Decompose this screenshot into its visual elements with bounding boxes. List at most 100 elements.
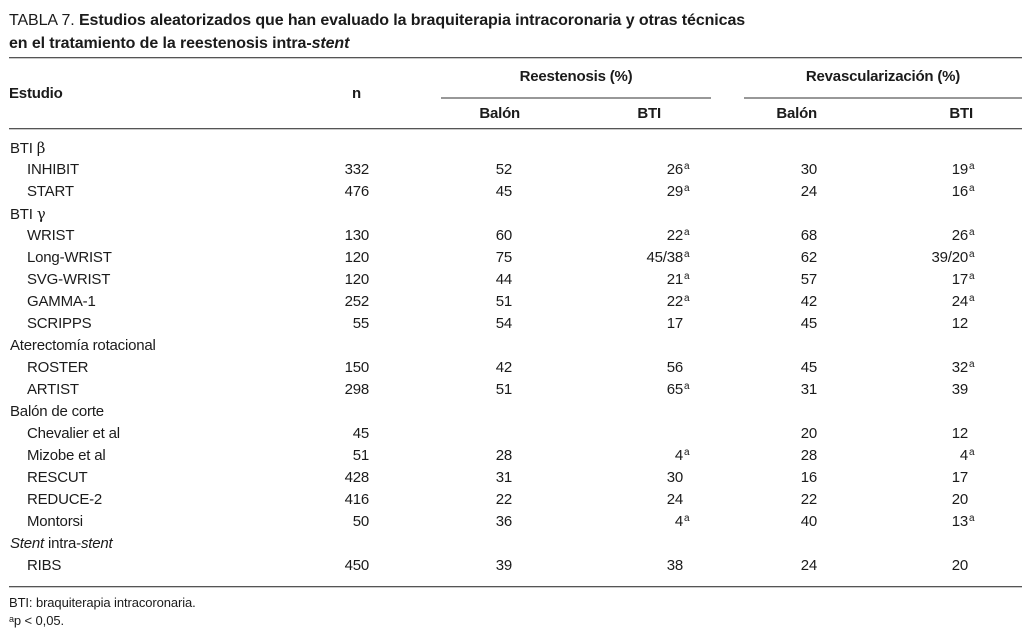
cell-reestenosis-bti: 22a — [666, 227, 690, 244]
cell-value: 17 — [951, 271, 969, 288]
cell-value: 57 — [800, 271, 818, 288]
cell-value: 150 — [344, 359, 370, 376]
cell-n: 298 — [301, 379, 379, 403]
table-title-line1: Estudios aleatorizados que han evaluado … — [78, 12, 746, 29]
cell-revascularizacion-bti: 4a — [959, 447, 975, 464]
cell-value: 298 — [344, 381, 370, 398]
cell-reestenosis-bti: 4a — [674, 513, 690, 530]
study-name-text: SCRIPPS — [27, 315, 92, 332]
study-name: ROSTER — [9, 357, 301, 381]
cell-value: 55 — [352, 315, 370, 332]
study-row: Montorsi 50 36 4a 40 13a — [9, 511, 1022, 533]
group-row: BTI γ — [9, 203, 1022, 225]
table-number: TABLA 7. — [9, 12, 75, 29]
cell-value: 44 — [495, 271, 513, 288]
study-name-text: REDUCE-2 — [27, 491, 103, 508]
cell-reestenosis-balon: 42 — [379, 357, 521, 381]
cell-reestenosis-bti — [521, 423, 691, 445]
cell-value: 62 — [800, 249, 818, 266]
cell-reestenosis-balon: 52 — [379, 159, 521, 183]
table-body: BTI β INHIBIT 332 52 26a 30 19a START 476 45 29a 24… — [9, 137, 1022, 577]
footnotes: BTI: braquiterapia intracoronaria. ap < … — [9, 594, 1022, 631]
top-divider — [9, 57, 1022, 58]
cell-value: 28 — [800, 447, 818, 464]
study-name-text: Long-WRIST — [27, 249, 112, 266]
study-name-text: START — [27, 183, 74, 200]
cell-value: 45 — [495, 183, 513, 200]
study-name: Long-WRIST — [9, 247, 301, 271]
cell-n: 51 — [301, 445, 379, 469]
group-label: Aterectomía rotacional — [9, 335, 976, 357]
cell-revascularizacion-balon: 68 — [691, 225, 825, 249]
group-label-part: Balón de corte — [10, 403, 104, 420]
cell-value: 40 — [800, 513, 818, 530]
cell-reestenosis-balon: 54 — [379, 313, 521, 335]
cell-reestenosis-balon: 31 — [379, 467, 521, 489]
cell-revascularizacion-balon: 30 — [691, 159, 825, 183]
study-name: SVG-WRIST — [9, 269, 301, 293]
cell-value: 252 — [344, 293, 370, 310]
cell-value: 51 — [495, 293, 513, 310]
cell-value: 24 — [800, 183, 818, 200]
cell-reestenosis-balon: 75 — [379, 247, 521, 271]
cell-n: 120 — [301, 269, 379, 293]
study-name: Montorsi — [9, 511, 301, 535]
cell-value: 22 — [495, 491, 513, 508]
cell-value: 45 — [800, 359, 818, 376]
group-row: Balón de corte — [9, 401, 1022, 423]
cell-value: 4 — [674, 513, 683, 530]
cell-value: 120 — [344, 249, 370, 266]
cell-value: 42 — [800, 293, 818, 310]
table-title-line2-italic: stent — [311, 35, 350, 52]
cell-revascularizacion-balon: 57 — [691, 269, 825, 293]
cell-reestenosis-balon: 51 — [379, 379, 521, 403]
cell-value: 39 — [951, 381, 969, 398]
cell-value: 4 — [674, 447, 683, 464]
cell-value: 26 — [666, 161, 684, 178]
cell-value: 45/38 — [646, 249, 683, 266]
cell-reestenosis-bti: 30 — [521, 467, 691, 489]
cell-value: 28 — [495, 447, 513, 464]
column-header-estudio: Estudio — [9, 84, 63, 102]
cell-value: 17 — [951, 469, 969, 486]
study-name-text: RIBS — [27, 557, 62, 574]
cell-value: 12 — [951, 315, 969, 332]
cell-value: 12 — [951, 425, 969, 442]
cell-n: 120 — [301, 247, 379, 271]
cell-revascularizacion-balon: 16 — [691, 467, 825, 489]
study-name: Mizobe et al — [9, 445, 301, 469]
cell-reestenosis-balon: 28 — [379, 445, 521, 469]
group-label-part: intra- — [44, 535, 81, 552]
cell-reestenosis-balon: 22 — [379, 489, 521, 511]
cell-n: 428 — [301, 467, 379, 489]
cell-value: 428 — [344, 469, 370, 486]
study-name-text: Chevalier et al — [27, 425, 120, 442]
cell-reestenosis-bti: 38 — [521, 555, 691, 577]
study-name-text: ARTIST — [27, 381, 79, 398]
cell-value: 22 — [666, 227, 684, 244]
study-name-text: ROSTER — [27, 359, 89, 376]
cell-reestenosis-bti: 24 — [521, 489, 691, 511]
cell-n: 252 — [301, 291, 379, 315]
footnote-significance: ap < 0,05. — [9, 612, 1022, 631]
cell-n: 450 — [301, 555, 379, 577]
cell-value: 50 — [352, 513, 370, 530]
cell-value: 30 — [800, 161, 818, 178]
header-divider — [9, 128, 1022, 129]
cell-value: 45 — [800, 315, 818, 332]
study-name: INHIBIT — [9, 159, 301, 183]
group-label-part: γ — [36, 205, 46, 223]
cell-n: 416 — [301, 489, 379, 511]
footnote-significance-text: p < 0,05. — [13, 613, 64, 628]
study-name: RESCUT — [9, 467, 301, 489]
group-label: Stent intra-stent — [9, 533, 976, 555]
group-row: Aterectomía rotacional — [9, 335, 1022, 357]
cell-reestenosis-balon: 45 — [379, 181, 521, 205]
footnote-marker: a — [9, 614, 14, 624]
cell-reestenosis-bti: 4a — [674, 447, 690, 464]
cell-value: 56 — [666, 359, 684, 376]
cell-revascularizacion-bti: 12 — [825, 423, 976, 445]
bottom-divider — [9, 586, 1022, 587]
cell-revascularizacion-bti: 19a — [951, 161, 975, 178]
cell-value: 20 — [951, 491, 969, 508]
